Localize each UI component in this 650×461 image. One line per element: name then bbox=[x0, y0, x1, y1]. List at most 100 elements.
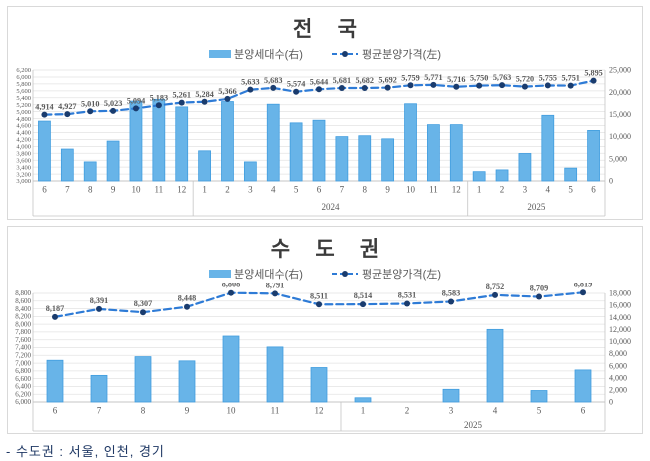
bar bbox=[427, 124, 440, 182]
line-marker bbox=[476, 82, 483, 89]
month-tick-label: 10 bbox=[131, 185, 141, 195]
line-marker bbox=[110, 107, 117, 114]
left-axis-tick-label: 6,000 bbox=[15, 398, 31, 406]
right-axis-tick-label: 20,000 bbox=[609, 88, 631, 97]
bar bbox=[175, 106, 189, 182]
bar bbox=[152, 98, 166, 182]
month-tick-label: 8 bbox=[88, 185, 93, 195]
bar bbox=[449, 124, 463, 182]
left-axis-tick-label: 5,000 bbox=[16, 109, 31, 116]
bar bbox=[404, 103, 417, 182]
left-axis-tick-label: 3,800 bbox=[16, 150, 31, 157]
data-label: 5,681 bbox=[333, 76, 351, 85]
year-label: 2025 bbox=[464, 420, 483, 430]
left-axis-tick-label: 4,400 bbox=[16, 130, 31, 137]
month-tick-label: 11 bbox=[155, 185, 164, 195]
line-marker bbox=[247, 86, 254, 93]
bar bbox=[129, 100, 143, 182]
year-label: 2025 bbox=[527, 202, 546, 212]
legend-label-line: 평균분양가격(左) bbox=[361, 269, 441, 281]
bar bbox=[243, 161, 257, 182]
right-axis-tick-label: 8,000 bbox=[609, 349, 627, 358]
month-tick-label: 6 bbox=[581, 406, 586, 416]
right-axis-tick-label: 0 bbox=[609, 177, 613, 186]
left-axis-tick-label: 8,600 bbox=[15, 297, 31, 305]
month-tick-label: 9 bbox=[385, 185, 390, 195]
month-tick-label: 7 bbox=[65, 185, 70, 195]
line-marker bbox=[184, 303, 190, 310]
month-tick-label: 5 bbox=[294, 185, 299, 195]
data-label: 8,752 bbox=[486, 283, 504, 291]
left-axis-tick-label: 6,200 bbox=[16, 67, 31, 74]
bar-series-swatch-icon bbox=[209, 50, 231, 58]
line-marker bbox=[407, 82, 414, 89]
bar bbox=[60, 148, 74, 182]
data-label: 8,187 bbox=[46, 304, 64, 313]
data-label: 5,763 bbox=[493, 73, 511, 82]
line-marker bbox=[132, 105, 139, 112]
left-axis-tick-label: 3,000 bbox=[16, 178, 31, 185]
bar-series-swatch-icon bbox=[209, 270, 231, 278]
data-label: 4,927 bbox=[58, 102, 76, 111]
data-label: 8,391 bbox=[90, 296, 108, 305]
left-axis-tick-label: 4,800 bbox=[16, 116, 31, 123]
right-axis-tick-label: 16,000 bbox=[609, 301, 631, 310]
data-label: 5,633 bbox=[241, 78, 259, 87]
legend-label-bar: 분양세대수(右) bbox=[234, 49, 303, 61]
legend-item-bar-series: 분양세대수(右) bbox=[209, 266, 303, 282]
data-label: 5,094 bbox=[127, 96, 145, 105]
bar bbox=[442, 388, 460, 403]
bar bbox=[574, 369, 592, 403]
footnote: - 수도권 : 서울, 인천, 경기 bbox=[6, 444, 165, 459]
left-axis-tick-label: 6,400 bbox=[15, 383, 31, 391]
bar bbox=[358, 135, 372, 182]
month-tick-label: 5 bbox=[537, 406, 542, 416]
bar bbox=[587, 130, 600, 182]
data-label: 8,511 bbox=[310, 291, 328, 300]
month-tick-label: 10 bbox=[406, 185, 416, 195]
line-marker bbox=[580, 289, 586, 296]
data-label: 5,716 bbox=[447, 75, 465, 84]
line-marker bbox=[384, 84, 391, 91]
right-axis-tick-label: 12,000 bbox=[609, 325, 631, 334]
bar bbox=[83, 161, 97, 182]
line-marker bbox=[87, 108, 94, 115]
bar bbox=[518, 153, 532, 182]
month-tick-label: 4 bbox=[493, 406, 498, 416]
bar bbox=[178, 360, 196, 403]
line-marker bbox=[224, 95, 231, 102]
line-marker bbox=[448, 298, 454, 305]
month-tick-label: 12 bbox=[315, 406, 324, 416]
left-axis-tick-label: 8,000 bbox=[15, 320, 31, 328]
line-marker bbox=[178, 99, 185, 106]
right-axis-tick-label: 2,000 bbox=[609, 385, 627, 394]
right-axis-tick-label: 14,000 bbox=[609, 313, 631, 322]
metro-chart-legend: 분양세대수(右) 평균분양가격(左) bbox=[8, 264, 642, 283]
line-marker bbox=[521, 83, 528, 90]
left-axis-tick-label: 5,400 bbox=[16, 95, 31, 102]
metro-chart-plot: 6,0006,2006,4006,6006,8007,0007,2007,400… bbox=[15, 283, 631, 432]
data-label: 5,720 bbox=[516, 75, 534, 84]
bar bbox=[310, 367, 328, 403]
data-label: 5,750 bbox=[470, 74, 488, 83]
month-tick-label: 11 bbox=[429, 185, 438, 195]
data-label: 4,914 bbox=[35, 103, 53, 112]
right-axis-tick-label: 0 bbox=[609, 398, 613, 407]
data-label: 8,531 bbox=[398, 290, 416, 299]
month-tick-label: 2 bbox=[225, 185, 230, 195]
national-chart-title: 전 국 bbox=[293, 17, 367, 41]
left-axis-tick-label: 7,800 bbox=[15, 328, 31, 336]
line-marker bbox=[492, 291, 498, 298]
month-tick-label: 5 bbox=[568, 185, 573, 195]
data-label: 8,819 bbox=[574, 283, 592, 288]
left-axis-tick-label: 3,400 bbox=[16, 164, 31, 171]
month-tick-label: 4 bbox=[271, 185, 276, 195]
data-label: 5,683 bbox=[264, 76, 282, 85]
line-marker bbox=[430, 81, 437, 88]
data-label: 5,366 bbox=[218, 87, 236, 96]
page: 전 국 분양세대수(右) 평균분양가격(左) 3,000 3,200 3,400 3,… bbox=[0, 6, 650, 460]
data-label: 8,808 bbox=[222, 283, 240, 289]
bar bbox=[198, 150, 211, 182]
legend-item-line-series: 평균분양가격(左) bbox=[331, 266, 441, 282]
left-axis-tick-label: 6,200 bbox=[15, 390, 31, 398]
